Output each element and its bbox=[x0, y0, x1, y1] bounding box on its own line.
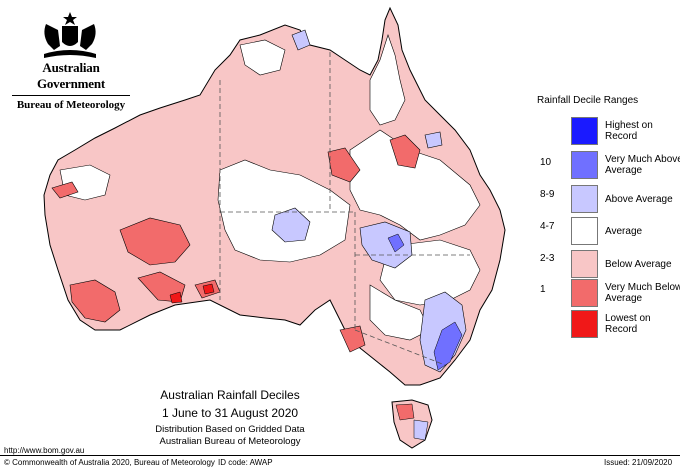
government-branding: Australian Government Bureau of Meteorol… bbox=[12, 60, 130, 111]
footer-id-code: ID code: AWAP bbox=[218, 458, 273, 467]
region-average-nsw bbox=[369, 284, 431, 341]
region-lowest-sa bbox=[202, 283, 215, 295]
region-above-qld-sw bbox=[359, 221, 413, 269]
map-note-2: Australian Bureau of Meteorology bbox=[159, 436, 301, 447]
legend-label-above: Above Average bbox=[605, 194, 673, 205]
region-vmaa-nsw-coast bbox=[433, 321, 463, 371]
legend-label-below: Below Average bbox=[605, 259, 672, 270]
map-title: Australian Rainfall Deciles bbox=[160, 388, 300, 402]
map-period: 1 June to 31 August 2020 bbox=[161, 406, 299, 420]
legend-label-lowest: Lowest on Record bbox=[605, 313, 651, 335]
footer-issued: Issued: 21/09/2020 bbox=[604, 458, 673, 467]
region-above-qld-ne bbox=[424, 131, 443, 149]
range-4-7: 4-7 bbox=[540, 221, 555, 232]
swatch-very-much-below bbox=[571, 279, 598, 307]
legend-label-very-much-below: Very Much Below Average bbox=[605, 282, 680, 304]
region-above-nt-top bbox=[291, 29, 311, 51]
region-average-central bbox=[217, 159, 351, 263]
region-vmba-wa-coast bbox=[51, 181, 79, 199]
range-10: 10 bbox=[540, 157, 552, 168]
tasmania-above bbox=[413, 419, 429, 441]
region-vmba-sw-wa bbox=[69, 279, 121, 323]
range-2-3: 2-3 bbox=[540, 253, 555, 264]
region-vmba-vic bbox=[339, 325, 366, 353]
map-titles: Australian Rainfall Deciles 1 June to 31… bbox=[100, 388, 360, 447]
legend-title: Rainfall Decile Ranges bbox=[537, 95, 639, 106]
region-vmaa-qld bbox=[387, 233, 405, 253]
legend-label-very-much-above: Very Much Above Average bbox=[605, 154, 680, 176]
legend-label-average: Average bbox=[605, 226, 643, 237]
gov-line: Australian Government bbox=[36, 60, 106, 91]
swatch-highest bbox=[571, 117, 598, 145]
region-lowest-wa bbox=[169, 291, 183, 304]
region-average-qld-north bbox=[369, 34, 406, 126]
border-nsw-vic bbox=[354, 329, 446, 366]
footer-divider bbox=[0, 455, 680, 456]
coat-of-arms-icon bbox=[44, 12, 96, 58]
map-note-1: Distribution Based on Gridded Data bbox=[155, 424, 305, 435]
bureau-line: Bureau of Meteorology bbox=[16, 99, 126, 111]
tasmania-vmba bbox=[395, 403, 415, 421]
legend-label-highest: Highest on Record bbox=[605, 120, 653, 142]
swatch-very-much-above bbox=[571, 151, 598, 179]
region-vmba-wa-central bbox=[119, 217, 191, 266]
region-above-central bbox=[271, 207, 311, 243]
range-8-9: 8-9 bbox=[540, 189, 555, 200]
range-1: 1 bbox=[540, 284, 546, 295]
region-vmba-nt bbox=[327, 147, 361, 183]
footer-url[interactable]: http://www.bom.gov.au bbox=[4, 446, 85, 455]
swatch-average bbox=[571, 217, 598, 245]
region-vmba-qld bbox=[389, 134, 421, 169]
region-average-nt-top bbox=[239, 39, 286, 76]
swatch-lowest bbox=[571, 310, 598, 338]
swatch-above bbox=[571, 185, 598, 213]
branding-divider bbox=[12, 95, 130, 96]
footer-copyright: © Commonwealth of Australia 2020, Bureau… bbox=[4, 458, 215, 467]
swatch-below bbox=[571, 250, 598, 278]
